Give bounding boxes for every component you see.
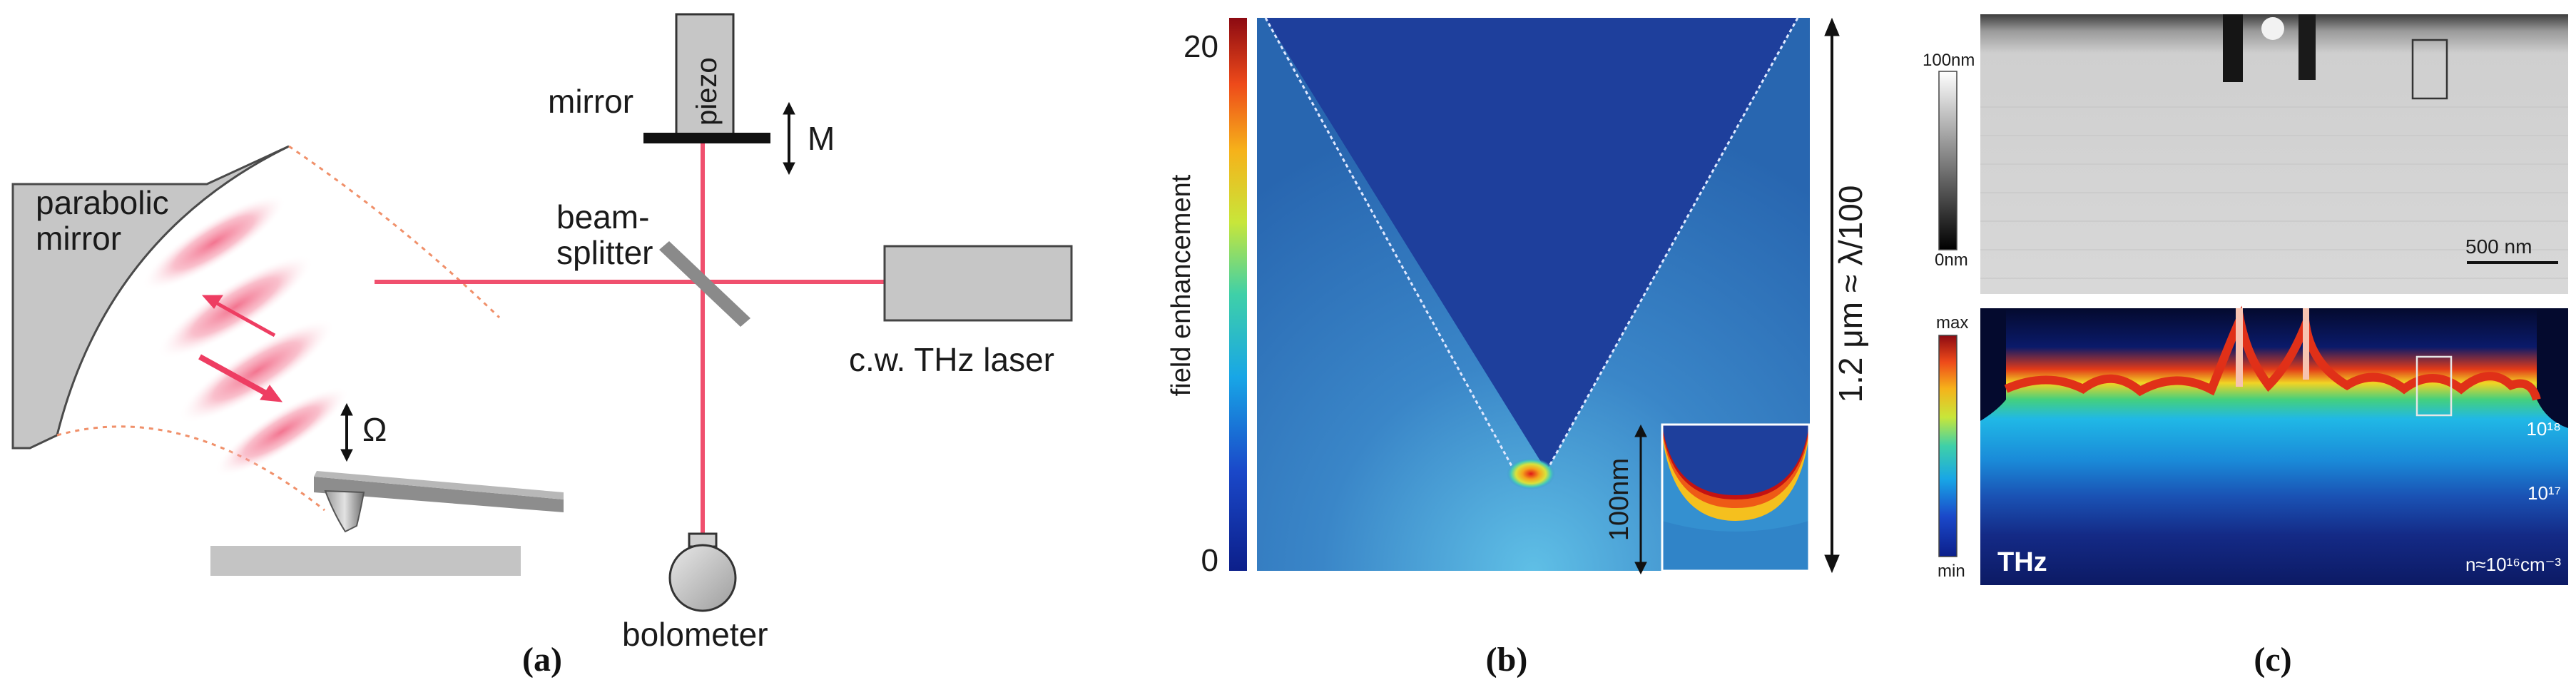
height-label: 1.2 μm ≈ λ/100 <box>1832 186 1869 403</box>
topography-image <box>1980 14 2568 294</box>
piezo-label: piezo <box>691 57 723 126</box>
laser-label: c.w. THz laser <box>849 341 1054 378</box>
thz-image <box>1980 305 2568 585</box>
sample-surface <box>210 546 521 576</box>
field-colorbar <box>1229 18 1247 571</box>
thz-scale-max: max <box>1936 313 1968 333</box>
topo-scale-max: 100nm <box>1923 51 1975 70</box>
inset-scale-label: 100nm <box>1604 458 1634 541</box>
panel-a: parabolic mirror Ω <box>11 13 1073 679</box>
panel-b: 20 0 field enhancement 100nm <box>1166 17 1869 679</box>
parabolic-mirror-label: parabolic <box>36 184 169 221</box>
afm-tip <box>324 489 365 533</box>
colorbar-max: 20 <box>1183 29 1218 64</box>
mirror <box>643 133 770 143</box>
parabolic-mirror <box>11 145 290 450</box>
tip-oscillation-label: Ω <box>362 411 387 448</box>
mirror-motion-label: M <box>808 120 835 157</box>
focus-cone-lower <box>56 425 325 512</box>
density-label-1: 10¹⁸ <box>2526 418 2561 440</box>
density-label-2: 10¹⁷ <box>2527 482 2561 504</box>
beam-direction-arrows <box>198 295 283 402</box>
scale-bar-label: 500 nm <box>2465 235 2532 258</box>
beam-splitter-label-2: splitter <box>556 234 653 271</box>
beam-splitter-label: beam- <box>556 198 649 235</box>
tip-oscillation-arrow <box>340 402 353 462</box>
inset-scale-bar <box>1634 424 1647 575</box>
topo-scale-min: 0nm <box>1935 250 1968 270</box>
parabolic-mirror-label-2: mirror <box>36 220 121 257</box>
focus-cone-upper <box>288 145 501 319</box>
beam-splitter <box>659 241 750 327</box>
panel-c: 100nm 0nm 500 nm max min <box>1923 14 2568 679</box>
thz-scale-min: min <box>1938 562 1965 581</box>
apex-inset <box>1661 423 1811 572</box>
mirror-label: mirror <box>548 83 633 120</box>
topo-colorbar <box>1938 71 1958 250</box>
caption-b: (b) <box>1486 641 1528 679</box>
cantilever <box>314 477 564 512</box>
bolometer <box>668 544 737 612</box>
caption-c: (c) <box>2254 641 2291 679</box>
thz-laser <box>883 245 1073 322</box>
colorbar-min: 0 <box>1201 543 1218 578</box>
colorbar-title: field enhancement <box>1166 174 1196 396</box>
caption-a: (a) <box>522 641 562 679</box>
thz-label: THz <box>1997 547 2047 577</box>
thz-wave-fronts <box>141 194 350 477</box>
mirror-motion-arrow <box>783 101 795 176</box>
density-label-3: n≈10¹⁶cm⁻³ <box>2465 554 2561 575</box>
height-arrow <box>1824 17 1840 574</box>
thz-colorbar <box>1938 335 1958 557</box>
bolometer-label: bolometer <box>622 616 768 653</box>
tip-apex-hotspot <box>1507 458 1555 489</box>
tip-shape <box>1266 18 1798 471</box>
